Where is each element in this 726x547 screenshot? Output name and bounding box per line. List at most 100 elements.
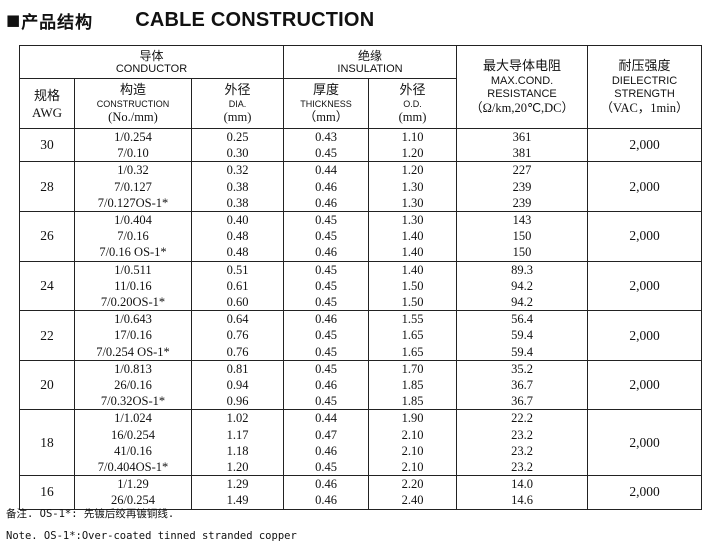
od-value: 1.55 (401, 312, 424, 327)
dia-value: 1.02 (226, 411, 249, 426)
table-row: 18 1/1.024 16/0.254 41/0.16 7/0.404OS-1* 1.02… (19, 409, 703, 477)
resistance-value: 150 (512, 245, 532, 260)
thickness-value: 0.46 (315, 493, 337, 508)
thickness-cell: 0.45 0.46 0.45 (283, 359, 370, 411)
voltage-cell: 2,000 (587, 260, 703, 312)
awg-cell: 26 (19, 211, 75, 262)
header-thickness: 厚度 THICKNESS （mm） (283, 78, 370, 129)
dia-value: 1.29 (226, 477, 249, 492)
dia-value: 0.25 (226, 130, 249, 144)
construction-value: 11/0.16 (114, 278, 152, 293)
construction-cell: 1/0.813 26/0.16 7/0.32OS-1* (74, 359, 192, 411)
dia-value: 1.18 (226, 443, 249, 458)
construction-cell: 1/0.254 7/0.10 (74, 127, 192, 163)
dia-value: 0.76 (226, 344, 249, 359)
section-title: ■ 产品结构 CABLE CONSTRUCTION (6, 4, 374, 36)
header-awg: 规格 AWG (19, 78, 75, 129)
voltage-cell: 2,000 (587, 127, 703, 163)
resistance-cell: 227 239 239 (456, 161, 589, 213)
construction-value: 41/0.16 (114, 443, 152, 458)
notes: 备注. OS-1*: 先镀后绞再镀铜线. Note. OS-1*:Over-co… (6, 503, 297, 547)
construction-value: 7/0.127 (114, 179, 152, 194)
resistance-value: 59.4 (511, 344, 533, 359)
construction-value: 7/0.127OS-1* (97, 195, 169, 210)
thickness-value: 0.45 (315, 262, 337, 277)
od-cell: 1.70 1.85 1.85 (368, 359, 458, 411)
construction-value: 1/0.813 (114, 361, 152, 376)
awg-cell: 20 (19, 359, 75, 411)
od-value: 1.20 (401, 146, 424, 161)
dia-value: 1.20 (226, 460, 249, 475)
awg-cell: 30 (19, 127, 75, 163)
construction-value: 1/1.024 (114, 411, 152, 426)
table-row: 26 1/0.404 7/0.16 7/0.16 OS-1* 0.40 0.48 0.48 0… (19, 211, 703, 262)
construction-value: 1/0.511 (114, 262, 152, 277)
dia-cell: 0.40 0.48 0.48 (190, 211, 285, 262)
construction-value: 7/0.404OS-1* (97, 460, 169, 475)
od-value: 2.10 (401, 460, 424, 475)
construction-value: 7/0.20OS-1* (100, 295, 166, 310)
resistance-value: 239 (512, 195, 532, 210)
thickness-cell: 0.43 0.45 (283, 127, 370, 163)
thickness-cell: 0.46 0.45 0.45 (283, 310, 370, 361)
dia-cell: 1.02 1.17 1.18 1.20 (190, 409, 285, 477)
thickness-value: 0.46 (315, 195, 337, 210)
construction-value: 26/0.254 (110, 493, 156, 508)
thickness-value: 0.44 (315, 411, 337, 426)
thickness-value: 0.45 (315, 361, 337, 376)
thickness-cell: 0.44 0.47 0.46 0.45 (283, 409, 370, 477)
resistance-cell: 22.2 23.2 23.2 23.2 (456, 409, 589, 477)
table-row: 22 1/0.643 17/0.16 7/0.254 OS-1* 0.64 0.76 0.7… (19, 310, 703, 361)
voltage-cell: 2,000 (587, 409, 703, 477)
construction-value: 7/0.10 (117, 146, 149, 161)
od-value: 1.20 (401, 163, 424, 178)
od-value: 2.10 (401, 427, 424, 442)
dia-cell: 0.81 0.94 0.96 (190, 359, 285, 411)
resistance-value: 23.2 (511, 460, 533, 475)
thickness-value: 0.46 (315, 245, 337, 260)
table-row: 20 1/0.813 26/0.16 7/0.32OS-1* 0.81 0.94 0.96 0… (19, 359, 703, 411)
dia-value: 0.40 (226, 213, 249, 228)
cable-spec-table: 导体 CONDUCTOR 绝缘 INSULATION 最大导体电阻 MAX.CO… (18, 45, 703, 510)
dia-cell: 0.51 0.61 0.60 (190, 260, 285, 312)
title-marker: ■ (6, 11, 21, 29)
od-value: 1.85 (401, 394, 424, 409)
dia-value: 0.38 (226, 195, 249, 210)
od-value: 1.65 (401, 344, 424, 359)
table-header: 导体 CONDUCTOR 绝缘 INSULATION 最大导体电阻 MAX.CO… (18, 45, 703, 129)
resistance-cell: 143 150 150 (456, 211, 589, 262)
construction-cell: 1/0.511 11/0.16 7/0.20OS-1* (74, 260, 192, 312)
od-value: 1.40 (401, 262, 424, 277)
thickness-value: 0.44 (315, 163, 337, 178)
resistance-value: 36.7 (511, 378, 533, 393)
resistance-cell: 35.2 36.7 36.7 (456, 359, 589, 411)
thickness-value: 0.45 (315, 328, 337, 343)
od-value: 1.85 (401, 378, 424, 393)
resistance-value: 23.2 (511, 427, 533, 442)
dia-value: 1.49 (226, 493, 249, 508)
header-resistance: 最大导体电阻 MAX.COND. RESISTANCE （Ω/km,20℃,DC… (456, 45, 589, 129)
construction-value: 26/0.16 (114, 378, 152, 393)
construction-cell: 1/0.643 17/0.16 7/0.254 OS-1* (74, 310, 192, 361)
thickness-value: 0.46 (315, 378, 337, 393)
resistance-value: 381 (512, 146, 532, 161)
od-cell: 1.10 1.20 (368, 127, 458, 163)
title-chinese: 产品结构 (21, 12, 94, 33)
od-cell: 1.20 1.30 1.30 (368, 161, 458, 213)
thickness-value: 0.46 (315, 179, 337, 194)
od-value: 1.30 (401, 213, 424, 228)
resistance-cell: 14.0 14.6 (456, 475, 589, 510)
od-cell: 1.30 1.40 1.40 (368, 211, 458, 262)
resistance-value: 14.0 (511, 477, 533, 492)
thickness-value: 0.46 (315, 312, 337, 327)
title-english: CABLE CONSTRUCTION (135, 8, 375, 31)
dia-cell: 0.64 0.76 0.76 (190, 310, 285, 361)
od-cell: 1.90 2.10 2.10 2.10 (368, 409, 458, 477)
thickness-value: 0.46 (315, 477, 337, 492)
resistance-value: 59.4 (511, 328, 533, 343)
od-cell: 1.40 1.50 1.50 (368, 260, 458, 312)
od-cell: 1.55 1.65 1.65 (368, 310, 458, 361)
thickness-value: 0.45 (315, 394, 337, 409)
thickness-value: 0.45 (315, 295, 337, 310)
note-chinese: 备注. OS-1*: 先镀后绞再镀铜线. (6, 508, 175, 520)
